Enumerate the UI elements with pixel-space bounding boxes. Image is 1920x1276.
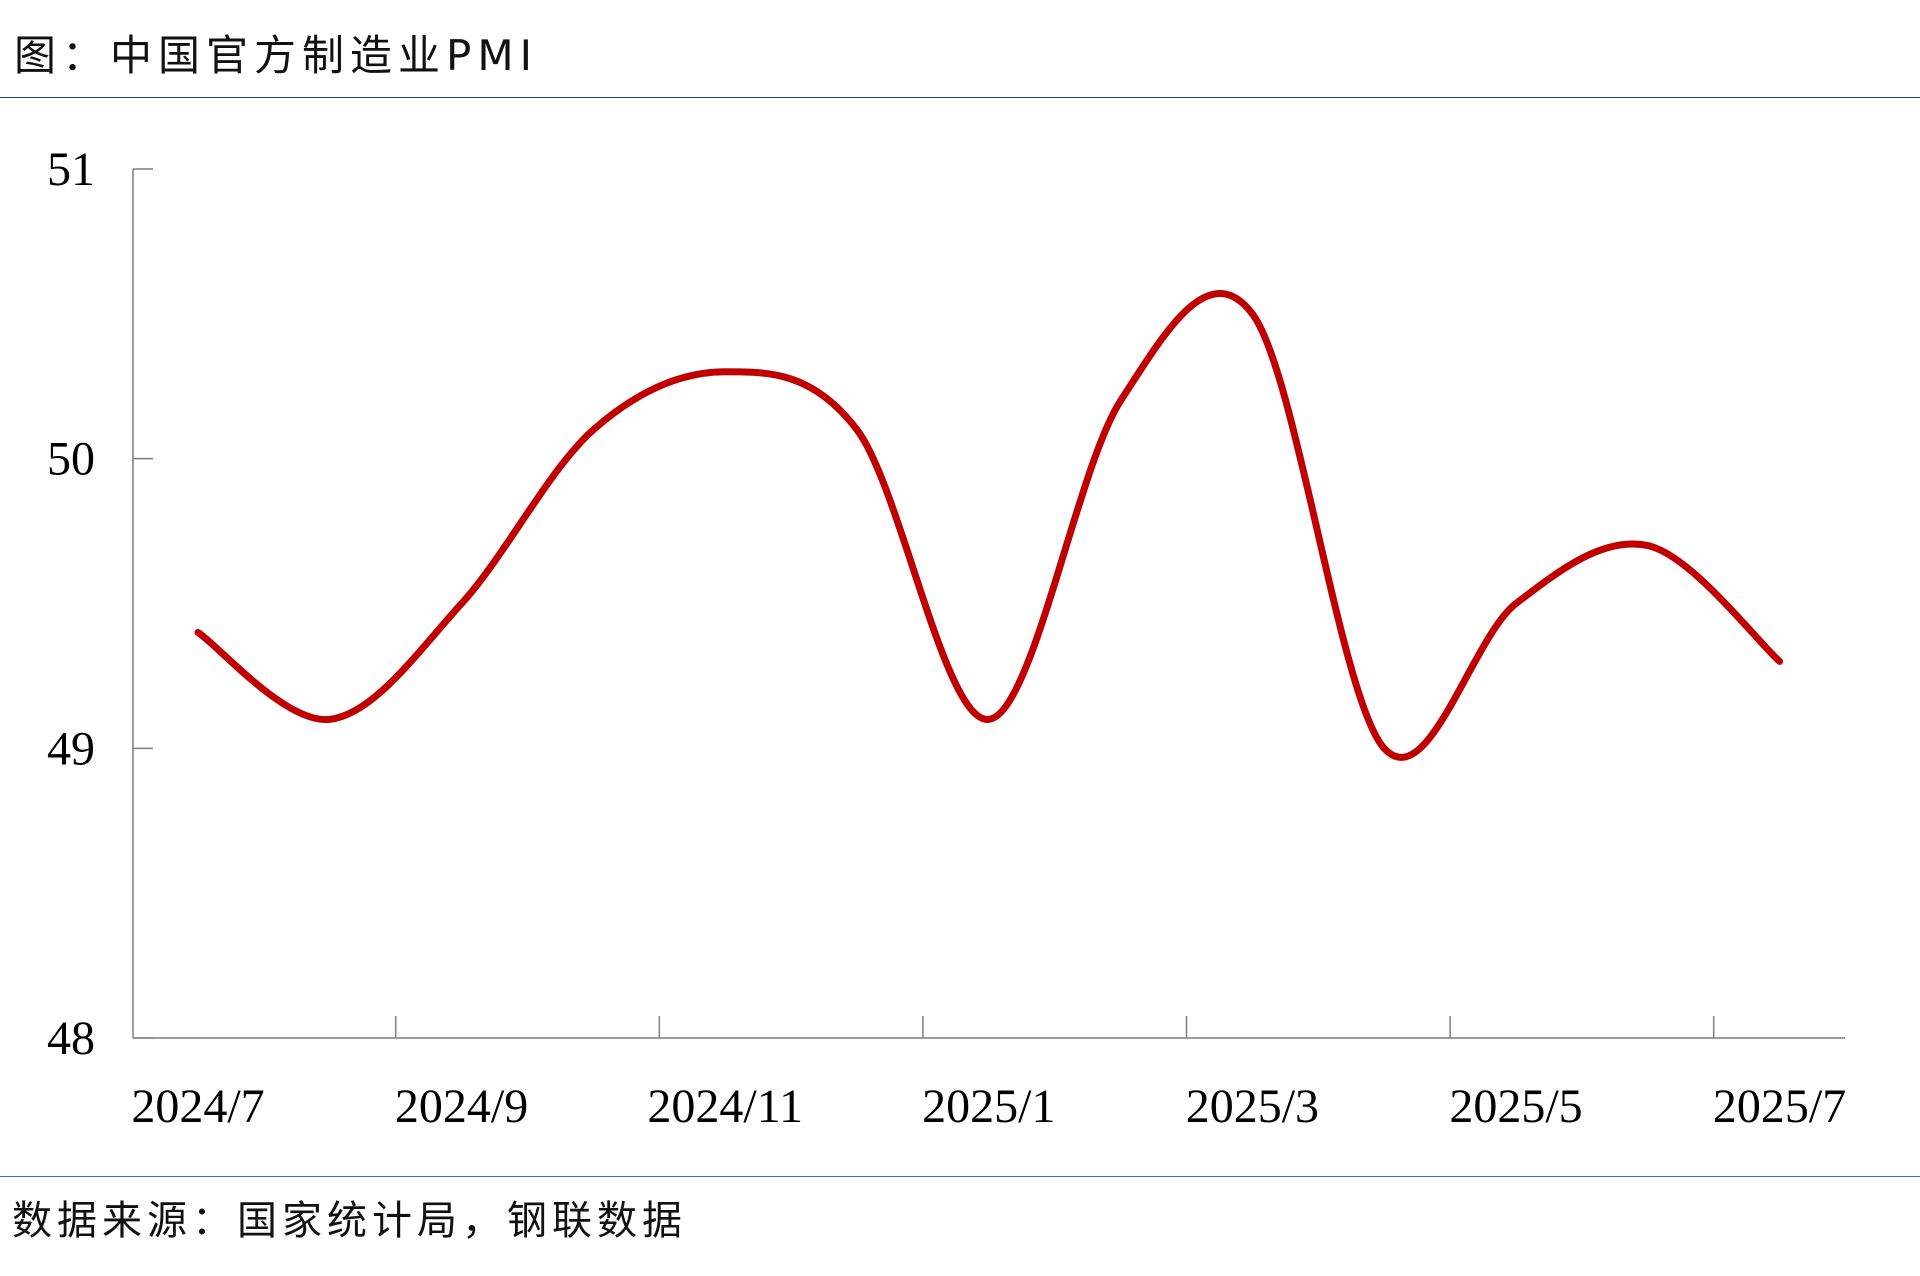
pmi-line-chart: 51 50 49 48 2024/7 2024/9 2024/11 2025/1 2025/3 2… bbox=[47, 143, 1846, 1133]
y-tick-label: 49 bbox=[47, 722, 95, 775]
y-tick-label: 50 bbox=[47, 433, 95, 486]
y-tick-label: 48 bbox=[47, 1012, 95, 1065]
x-tick-label: 2025/3 bbox=[1186, 1080, 1319, 1133]
x-tick-label: 2025/1 bbox=[922, 1080, 1055, 1133]
chart-title: 图：中国官方制造业PMI bbox=[14, 31, 538, 80]
x-tick-label: 2024/7 bbox=[131, 1080, 264, 1133]
x-tick-label: 2024/11 bbox=[647, 1080, 803, 1133]
title-divider bbox=[0, 97, 1920, 98]
pmi-series-line bbox=[194, 289, 1784, 761]
y-tick-label: 51 bbox=[47, 143, 95, 196]
source-divider bbox=[0, 1176, 1920, 1177]
x-tick-label: 2025/5 bbox=[1449, 1080, 1582, 1133]
x-tick-label: 2024/9 bbox=[395, 1080, 528, 1133]
data-source-note: 数据来源：国家统计局，钢联数据 bbox=[12, 1198, 687, 1244]
x-tick-label: 2025/7 bbox=[1713, 1080, 1846, 1133]
